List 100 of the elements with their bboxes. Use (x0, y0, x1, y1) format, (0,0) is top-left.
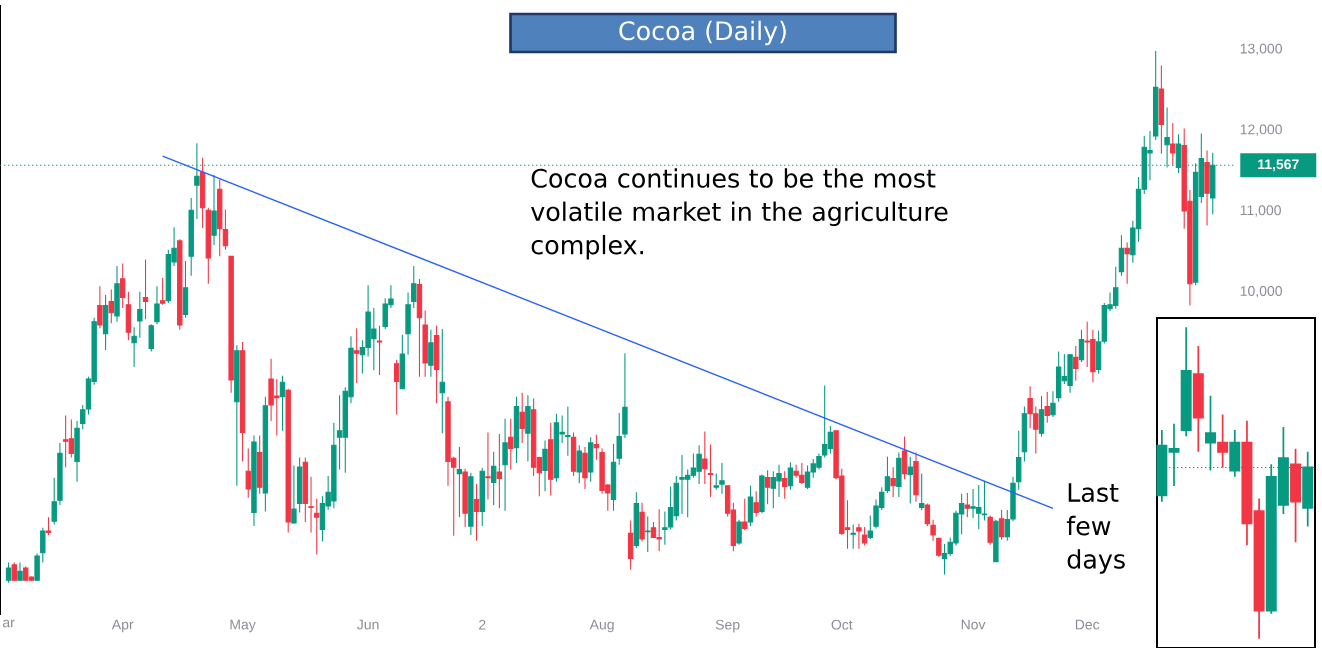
candlestick (102, 294, 109, 351)
candlestick (251, 435, 257, 527)
candlestick (907, 456, 913, 505)
candlestick (782, 470, 788, 500)
candlestick (1073, 345, 1079, 382)
candlestick (5, 561, 12, 584)
candlestick (565, 406, 571, 457)
candlestick (148, 323, 154, 353)
candlestick (456, 446, 463, 518)
candlestick (473, 483, 480, 542)
candlestick (131, 326, 137, 368)
candlestick (759, 473, 765, 514)
candlestick (496, 433, 503, 509)
candlestick (393, 359, 400, 416)
text: Cocoa (Daily) (619, 20, 786, 46)
candlestick (405, 292, 411, 356)
candlestick (296, 456, 303, 513)
candlestick (353, 327, 360, 384)
candlestick (736, 519, 742, 546)
candlestick (1050, 390, 1056, 418)
candlestick (1241, 419, 1253, 547)
candlestick (1038, 395, 1045, 437)
candlestick (428, 329, 434, 378)
candlestick (1180, 326, 1192, 438)
x-tick-label: Dec (1075, 619, 1100, 630)
candlestick (713, 473, 719, 491)
candlestick (308, 476, 314, 534)
x-tick-label: Oct (831, 619, 853, 630)
candlestick (57, 442, 63, 506)
candlestick (45, 516, 52, 536)
annotation: Cocoa continues to be the most volatile market in the agriculture complex. (531, 168, 948, 260)
candlestick (1004, 509, 1010, 542)
candlestick (913, 452, 919, 503)
candlestick (884, 456, 891, 494)
candlestick (399, 334, 406, 390)
candlestick (616, 412, 622, 466)
candlestick (1158, 65, 1165, 155)
candlestick (1044, 391, 1050, 424)
candlestick (850, 523, 856, 550)
candlestick (462, 468, 468, 528)
candlestick (114, 265, 120, 323)
candlestick (108, 288, 114, 324)
candlestick (593, 434, 600, 461)
candlestick (930, 519, 936, 542)
candlestick (610, 443, 617, 512)
x-tick-label: Jun (357, 619, 379, 630)
candlestick (142, 258, 149, 320)
candlestick (74, 420, 80, 483)
candlestick (416, 278, 423, 378)
candlestick (582, 446, 588, 490)
candlestick (1204, 149, 1210, 227)
candlestick (1152, 50, 1159, 141)
candlestick (896, 452, 902, 498)
candlestick (707, 443, 714, 498)
candlestick (742, 498, 748, 531)
candlestick (867, 515, 874, 540)
x-tick-label: Sep (715, 619, 740, 633)
candlestick (468, 472, 474, 536)
candlestick (645, 515, 651, 553)
candlestick (901, 435, 908, 480)
candlestick (890, 466, 896, 498)
candlestick (411, 265, 417, 309)
candlestick (205, 207, 212, 285)
candlestick (433, 325, 440, 404)
candlestick (1016, 430, 1022, 491)
candlestick (987, 515, 993, 546)
candlestick (747, 485, 754, 527)
x-tick-label: ar (2, 619, 15, 628)
candlestick (639, 502, 645, 542)
candlestick (154, 285, 160, 325)
y-tick-label: 13,000 (1240, 43, 1282, 56)
candlestick (217, 178, 223, 257)
candlestick (993, 519, 999, 563)
candlestick (787, 461, 794, 491)
candlestick (1170, 122, 1176, 167)
candlestick (542, 439, 548, 492)
candlestick (159, 277, 166, 306)
candlestick (918, 473, 925, 511)
candlestick (137, 291, 143, 339)
candlestick (51, 477, 57, 526)
candlestick (40, 527, 46, 564)
candlestick (199, 157, 206, 229)
candlestick (222, 208, 229, 251)
candlestick (936, 536, 942, 558)
y-tick-label: 11,000 (1240, 205, 1281, 217)
candlestick (490, 451, 497, 506)
candlestick (314, 498, 320, 555)
candlestick (856, 523, 862, 550)
x-tick-label: 2 (479, 619, 486, 630)
candlestick (964, 492, 971, 518)
candlestick (279, 375, 286, 432)
candlestick (245, 448, 251, 499)
candlestick (177, 238, 183, 331)
candlestick (182, 260, 189, 319)
candlestick (502, 418, 508, 512)
x-tick-label: Apr (111, 619, 134, 633)
candlestick (861, 526, 868, 547)
candlestick (764, 469, 771, 505)
candlestick (120, 262, 126, 309)
candlestick (188, 197, 194, 277)
